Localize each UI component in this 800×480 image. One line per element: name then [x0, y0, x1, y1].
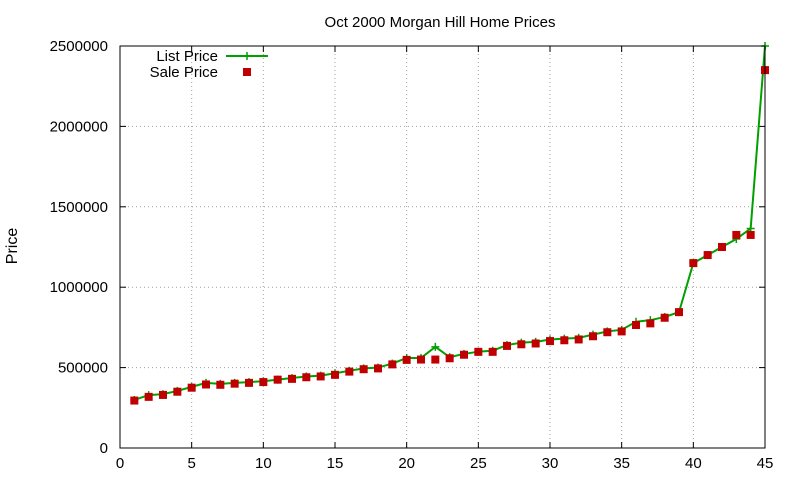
x-tick-label-10: 10 [255, 455, 272, 472]
x-tick-label-45: 45 [757, 455, 774, 472]
point-sale-price-25 [474, 347, 483, 356]
point-sale-price-44 [746, 230, 755, 239]
point-sale-price-5 [187, 383, 196, 392]
point-sale-price-30 [546, 337, 554, 346]
point-list-price-22 [431, 342, 440, 351]
point-sale-price-21 [417, 355, 425, 364]
legend-entry-list-price: List Price [156, 48, 218, 65]
point-sale-price-28 [517, 340, 526, 349]
y-tick-label-1500000: 1500000 [50, 199, 108, 216]
y-axis-label: Price [4, 228, 21, 265]
point-sale-price-32 [574, 335, 583, 344]
x-tick-label-40: 40 [685, 455, 702, 472]
x-tick-label-25: 25 [470, 455, 487, 472]
point-sale-price-20 [402, 355, 411, 364]
series-list-price [130, 42, 769, 404]
point-sale-price-35 [617, 327, 626, 336]
point-sale-price-16 [345, 367, 354, 376]
x-tick-label-30: 30 [542, 455, 559, 472]
y-tick-label-1000000: 1000000 [50, 279, 108, 296]
legend-swatch-list-price-marker [243, 52, 251, 60]
point-sale-price-2 [144, 392, 153, 401]
y-tick-label-2500000: 2500000 [50, 38, 108, 55]
series-line-list-price [134, 45, 766, 401]
point-sale-price-9 [245, 378, 253, 387]
point-sale-price-37 [646, 319, 655, 328]
point-sale-price-27 [503, 341, 511, 350]
tick-labels: 0 5 10 15 20 25 30 35 40 45 0 500000 1000000 1500000 2… [50, 38, 774, 472]
point-sale-price-39 [675, 308, 683, 317]
x-tick-label-20: 20 [398, 455, 415, 472]
grid-lines [120, 46, 765, 448]
x-tick-label-35: 35 [613, 455, 630, 472]
legend-swatch-sale-price-marker [243, 68, 251, 76]
point-sale-price-10 [259, 378, 268, 387]
legend: List Price Sale Price [150, 48, 268, 81]
point-sale-price-38 [660, 313, 669, 322]
x-tick-label-15: 15 [327, 455, 344, 472]
point-sale-price-17 [359, 365, 368, 374]
legend-square-marker [243, 68, 251, 76]
plot-frame [119, 45, 766, 449]
chart-title: Oct 2000 Morgan Hill Home Prices [325, 14, 556, 31]
point-sale-price-13 [302, 373, 311, 382]
point-sale-price-4 [173, 387, 182, 396]
legend-plus-marker [243, 52, 251, 60]
point-sale-price-40 [689, 259, 698, 268]
point-sale-price-15 [331, 370, 339, 379]
point-sale-price-11 [273, 375, 282, 384]
x-tick-label-5: 5 [187, 455, 195, 472]
point-sale-price-12 [288, 374, 296, 383]
point-sale-price-24 [460, 350, 468, 359]
point-sale-price-36 [632, 320, 640, 329]
point-sale-price-19 [388, 360, 397, 369]
legend-entry-sale-price: Sale Price [150, 64, 218, 81]
point-sale-price-3 [159, 390, 167, 399]
point-sale-price-6 [202, 380, 210, 389]
point-sale-price-31 [560, 336, 569, 345]
point-sale-price-34 [603, 328, 612, 337]
y-tick-label-2000000: 2000000 [50, 118, 108, 135]
point-sale-price-42 [718, 243, 726, 251]
point-sale-price-8 [230, 379, 239, 388]
point-sale-price-29 [531, 339, 540, 348]
point-sale-price-26 [488, 347, 497, 356]
point-sale-price-23 [445, 354, 454, 363]
series-sale-price [130, 66, 769, 405]
series-group [130, 42, 769, 405]
point-sale-price-18 [374, 364, 382, 373]
point-sale-price-14 [316, 372, 325, 381]
point-sale-price-7 [216, 380, 225, 389]
point-sale-price-1 [130, 396, 139, 405]
y-tick-label-500000: 500000 [58, 360, 108, 377]
point-sale-price-22 [431, 355, 440, 364]
point-sale-price-33 [589, 332, 597, 341]
point-sale-price-43 [732, 230, 741, 239]
point-sale-price-41 [703, 251, 712, 260]
y-tick-label-0: 0 [100, 440, 108, 457]
x-tick-label-0: 0 [116, 455, 124, 472]
